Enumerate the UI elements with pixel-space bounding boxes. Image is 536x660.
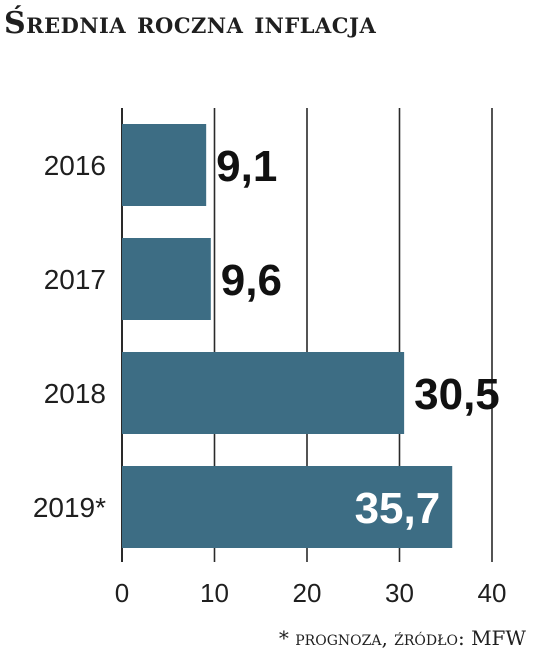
x-tick-label: 10: [200, 578, 229, 608]
x-axis-ticks: 0 10 20 30 40: [115, 578, 507, 608]
chart-title: Średnia roczna inflacja: [4, 6, 377, 41]
category-label: 2019*: [33, 492, 106, 523]
bar: [122, 352, 405, 434]
bar: [122, 466, 453, 548]
data-label: 30,5: [414, 370, 500, 419]
x-tick-label: 0: [115, 578, 129, 608]
category-label: 2017: [44, 264, 106, 295]
bar: [122, 238, 211, 320]
category-labels: 2016 2017 2018 2019*: [33, 150, 106, 523]
source-footnote: * prognoza, źródło: MFW: [278, 626, 526, 650]
bar: [122, 124, 207, 206]
category-label: 2016: [44, 150, 106, 181]
bars: [122, 124, 453, 548]
x-tick-label: 40: [478, 578, 507, 608]
data-label: 9,1: [216, 142, 277, 191]
data-label: 9,6: [221, 256, 282, 305]
value-labels: 9,1 9,6 30,5 35,7: [216, 142, 500, 533]
data-label: 35,7: [355, 484, 441, 533]
x-tick-label: 30: [385, 578, 414, 608]
x-tick-label: 20: [293, 578, 322, 608]
category-label: 2018: [44, 378, 106, 409]
